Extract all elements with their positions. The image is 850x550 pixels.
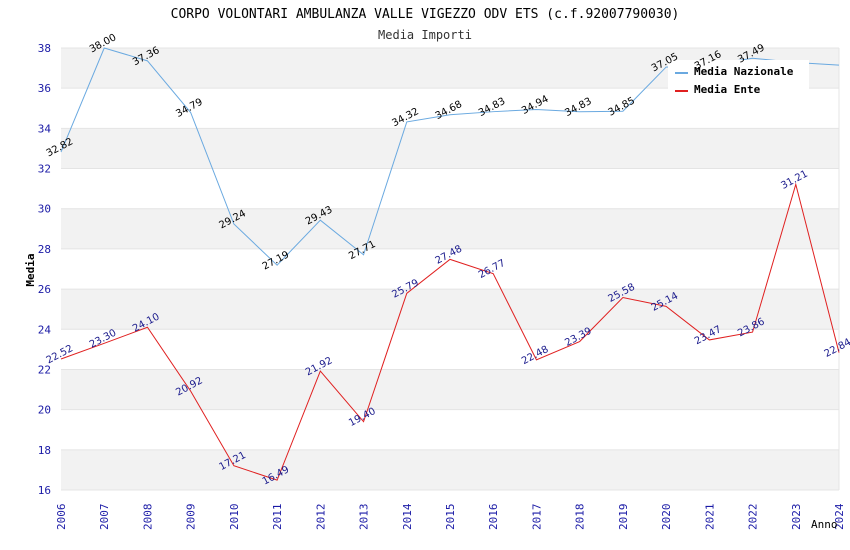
x-tick-label: 2013 bbox=[358, 504, 371, 531]
data-label: 34.79 bbox=[174, 97, 204, 120]
x-tick-label: 2022 bbox=[747, 504, 760, 531]
x-tick-label: 2017 bbox=[530, 504, 543, 531]
y-tick-label: 22 bbox=[38, 363, 51, 376]
x-tick-label: 2019 bbox=[617, 504, 630, 531]
y-tick-label: 24 bbox=[38, 323, 52, 336]
data-labels: 32.8238.0037.3634.7929.2427.1929.4327.71… bbox=[45, 32, 850, 487]
data-label: 23.30 bbox=[88, 328, 118, 351]
series-line-media-ente bbox=[60, 182, 840, 481]
y-tick-label: 34 bbox=[38, 122, 52, 135]
x-axis-label: Anno bbox=[811, 518, 838, 531]
data-label: 34.68 bbox=[434, 99, 464, 122]
x-tick-label: 2014 bbox=[401, 503, 414, 530]
x-tick-label: 2009 bbox=[185, 504, 198, 531]
data-label: 27.19 bbox=[261, 249, 291, 272]
chart-title: CORPO VOLONTARI AMBULANZA VALLE VIGEZZO … bbox=[171, 7, 680, 22]
y-tick-label: 26 bbox=[38, 283, 51, 296]
chart-subtitle: Media Importi bbox=[378, 28, 472, 42]
y-tick-label: 28 bbox=[38, 243, 51, 256]
y-tick-label: 18 bbox=[38, 444, 51, 457]
y-axis-ticks: 16 18 20 22 24 26 28 30 32 34 36 38 bbox=[38, 42, 52, 497]
x-tick-label: 2024 bbox=[833, 503, 846, 530]
x-tick-label: 2018 bbox=[574, 504, 587, 531]
x-tick-label: 2021 bbox=[703, 504, 716, 531]
y-axis-label: Media bbox=[24, 253, 37, 286]
x-tick-label: 2012 bbox=[314, 504, 327, 531]
grid-band bbox=[61, 289, 839, 330]
x-tick-label: 2007 bbox=[98, 504, 111, 531]
data-label: 22.52 bbox=[45, 343, 75, 366]
x-tick-label: 2011 bbox=[271, 504, 284, 531]
y-tick-label: 30 bbox=[38, 203, 51, 216]
grid-band bbox=[61, 449, 839, 490]
grid-band bbox=[61, 369, 839, 410]
x-tick-label: 2006 bbox=[55, 504, 68, 531]
data-label: 34.94 bbox=[520, 94, 550, 117]
x-tick-label: 2015 bbox=[444, 504, 457, 531]
x-tick-label: 2008 bbox=[141, 504, 154, 531]
x-tick-label: 2020 bbox=[660, 504, 673, 531]
x-tick-label: 2016 bbox=[487, 504, 500, 531]
y-tick-label: 36 bbox=[38, 82, 51, 95]
grid-band bbox=[61, 208, 839, 249]
data-label: 34.85 bbox=[606, 95, 636, 118]
grid-band bbox=[61, 128, 839, 169]
data-label: 26.77 bbox=[477, 258, 507, 281]
y-tick-label: 16 bbox=[38, 484, 51, 497]
x-axis-ticks: 2006 2007 2008 2009 2010 2011 2012 2013 2014 2015… bbox=[55, 503, 846, 530]
data-label: 34.83 bbox=[563, 96, 593, 119]
data-label: 22.48 bbox=[520, 344, 550, 367]
y-tick-label: 32 bbox=[38, 163, 51, 176]
y-tick-label: 20 bbox=[38, 404, 51, 417]
legend-label-media-nazionale: Media Nazionale bbox=[694, 65, 794, 78]
data-label: 34.83 bbox=[477, 96, 507, 119]
legend: Media Nazionale Media Ente bbox=[668, 60, 809, 100]
x-tick-label: 2023 bbox=[790, 504, 803, 531]
y-tick-label: 38 bbox=[38, 42, 51, 55]
legend-background bbox=[668, 60, 809, 100]
legend-label-media-ente: Media Ente bbox=[694, 83, 761, 96]
x-tick-label: 2010 bbox=[228, 504, 241, 531]
